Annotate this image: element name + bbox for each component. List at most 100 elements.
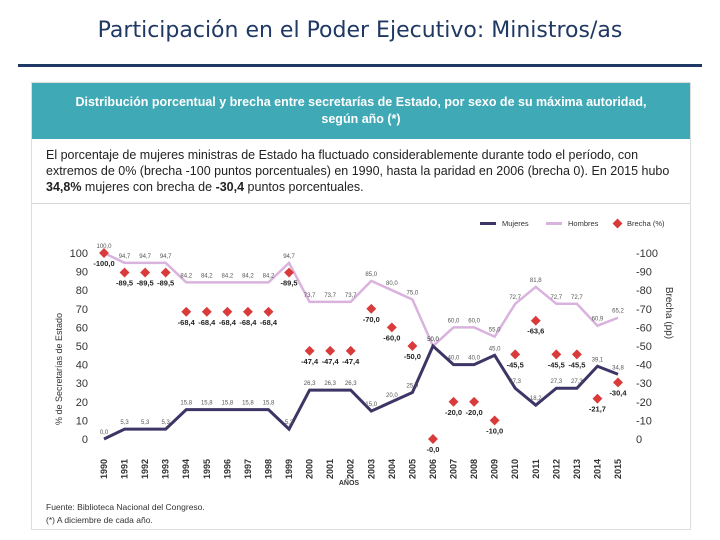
x-tick-label: 2009 [490, 459, 500, 479]
mujeres-data-label: 15,8 [242, 401, 254, 407]
mujeres-data-label: 15,8 [263, 401, 275, 407]
x-tick-label: 2004 [387, 459, 397, 479]
x-tick-label: 1993 [161, 459, 171, 479]
chart-svg: % de Secretarías de Estado Brecha (pp) A… [54, 244, 674, 487]
hombres-data-label: 50,0 [427, 337, 439, 343]
y-tick-label: 50 [76, 341, 88, 353]
legend-item-mujeres: Mujeres [480, 219, 529, 228]
x-tick-label: 2012 [551, 459, 561, 479]
mujeres-data-label: 40,0 [468, 356, 480, 362]
brecha-marker [551, 349, 562, 360]
x-tick-label: 2003 [366, 459, 376, 479]
brecha-data-label: -0,0 [426, 445, 439, 454]
mujeres-data-label: 15,8 [222, 401, 234, 407]
y2-tick-label: -70 [636, 304, 652, 316]
hombres-data-label: 84,2 [201, 273, 213, 279]
series-line-hombres [103, 251, 619, 349]
mujeres-data-label: 27,3 [571, 379, 583, 385]
brecha-data-label: -10,0 [486, 426, 503, 435]
panel-header: Distribución porcentual y brecha entre s… [32, 83, 690, 139]
brecha-marker [489, 415, 500, 426]
brecha-data-label: -68,4 [239, 318, 257, 327]
brecha-data-label: -20,0 [445, 408, 462, 417]
y-tick-label: 10 [76, 415, 88, 427]
brecha-marker [530, 315, 541, 326]
hombres-data-label: 84,2 [242, 273, 254, 279]
mujeres-data-label: 15,0 [365, 402, 377, 408]
y-axis-title: % de Secretarías de Estado [54, 313, 64, 425]
source-note: Fuente: Biblioteca Nacional del Congreso… [46, 501, 205, 527]
brecha-data-label: -68,4 [178, 318, 196, 327]
brecha-data-label: -47,4 [322, 357, 340, 366]
x-tick-label: 1994 [181, 459, 191, 479]
brecha-marker [222, 306, 233, 317]
brecha-data-label: -100,0 [93, 259, 114, 268]
y2-tick-label: -60 [636, 322, 652, 334]
y2-tick-label: 0 [636, 434, 642, 446]
y2-tick-label: -90 [636, 267, 652, 279]
brecha-data-label: -89,5 [116, 279, 133, 288]
x-tick-label: 2000 [305, 459, 315, 479]
x-tick-label: 1992 [140, 459, 150, 479]
mujeres-data-label: 5,3 [162, 420, 171, 426]
hombres-data-label: 72,7 [509, 295, 521, 301]
slide-title: Participación en el Poder Ejecutivo: Min… [97, 18, 623, 43]
hombres-data-label: 84,2 [180, 273, 192, 279]
hombres-data-label: 60,0 [468, 318, 480, 324]
mujeres-data-label: 39,1 [592, 357, 604, 363]
brecha-data-label: -63,6 [527, 327, 544, 336]
legend-label-hombres: Hombres [568, 219, 599, 228]
mujeres-data-label: 26,3 [324, 381, 336, 387]
x-tick-label: 2014 [592, 459, 602, 479]
panel-description: El porcentaje de mujeres ministras de Es… [46, 147, 676, 195]
desc-bold-1: 34,8% [46, 180, 82, 194]
y-tick-label: 90 [76, 267, 88, 279]
brecha-marker [510, 349, 521, 360]
hombres-data-label: 72,7 [550, 295, 562, 301]
brecha-marker [407, 341, 418, 351]
y-tick-label: 80 [76, 285, 88, 297]
mujeres-data-label: 40,0 [448, 356, 460, 362]
x-tick-label: 1995 [202, 459, 212, 479]
brecha-marker [263, 306, 274, 317]
brecha-marker [160, 267, 171, 278]
y-tick-label: 30 [76, 378, 88, 390]
y2-tick-label: -30 [636, 378, 652, 390]
brecha-data-label: -60,0 [383, 333, 400, 342]
y2-tick-label: -20 [636, 397, 652, 409]
brecha-marker [304, 345, 315, 356]
y-tick-label: 20 [76, 397, 88, 409]
hombres-data-label: 81,8 [530, 278, 542, 284]
y2-tick-label: -80 [636, 285, 652, 297]
x-tick-label: 2005 [407, 459, 417, 479]
legend-swatch-brecha [612, 218, 623, 229]
x-tick-label: 2015 [613, 459, 623, 479]
hombres-data-label: 94,7 [160, 254, 172, 260]
y2-tick-label: -10 [636, 415, 652, 427]
hombres-data-label: 84,2 [222, 273, 234, 279]
brecha-marker [284, 267, 294, 278]
brecha-data-label: -68,4 [260, 318, 278, 327]
legend-label-mujeres: Mujeres [502, 219, 529, 228]
brecha-marker [448, 396, 459, 407]
hombres-data-label: 73,7 [304, 293, 316, 299]
hombres-data-label: 73,7 [345, 293, 357, 299]
footnote-line: (*) A diciembre de cada año. [46, 515, 153, 525]
legend-swatch-mujeres [480, 222, 496, 225]
brecha-data-label: -70,0 [363, 315, 380, 324]
hombres-data-label: 94,7 [139, 254, 151, 260]
brecha-marker [242, 306, 253, 317]
mujeres-data-label: 20,0 [386, 393, 398, 399]
brecha-marker [181, 306, 192, 317]
series-line-mujeres [103, 343, 619, 441]
x-tick-label: 1998 [263, 459, 273, 479]
hombres-data-label: 100,0 [96, 244, 112, 250]
hombres-data-label: 65,2 [612, 309, 624, 315]
y2-axis-title: Brecha (pp) [663, 287, 674, 339]
legend-swatch-hombres [546, 222, 562, 225]
legend-item-brecha: Brecha (%) [612, 218, 665, 229]
legend-item-hombres: Hombres [546, 219, 598, 228]
brecha-data-label: -89,5 [280, 279, 297, 288]
hombres-data-label: 60,9 [592, 317, 604, 323]
mujeres-data-label: 5,3 [120, 420, 129, 426]
